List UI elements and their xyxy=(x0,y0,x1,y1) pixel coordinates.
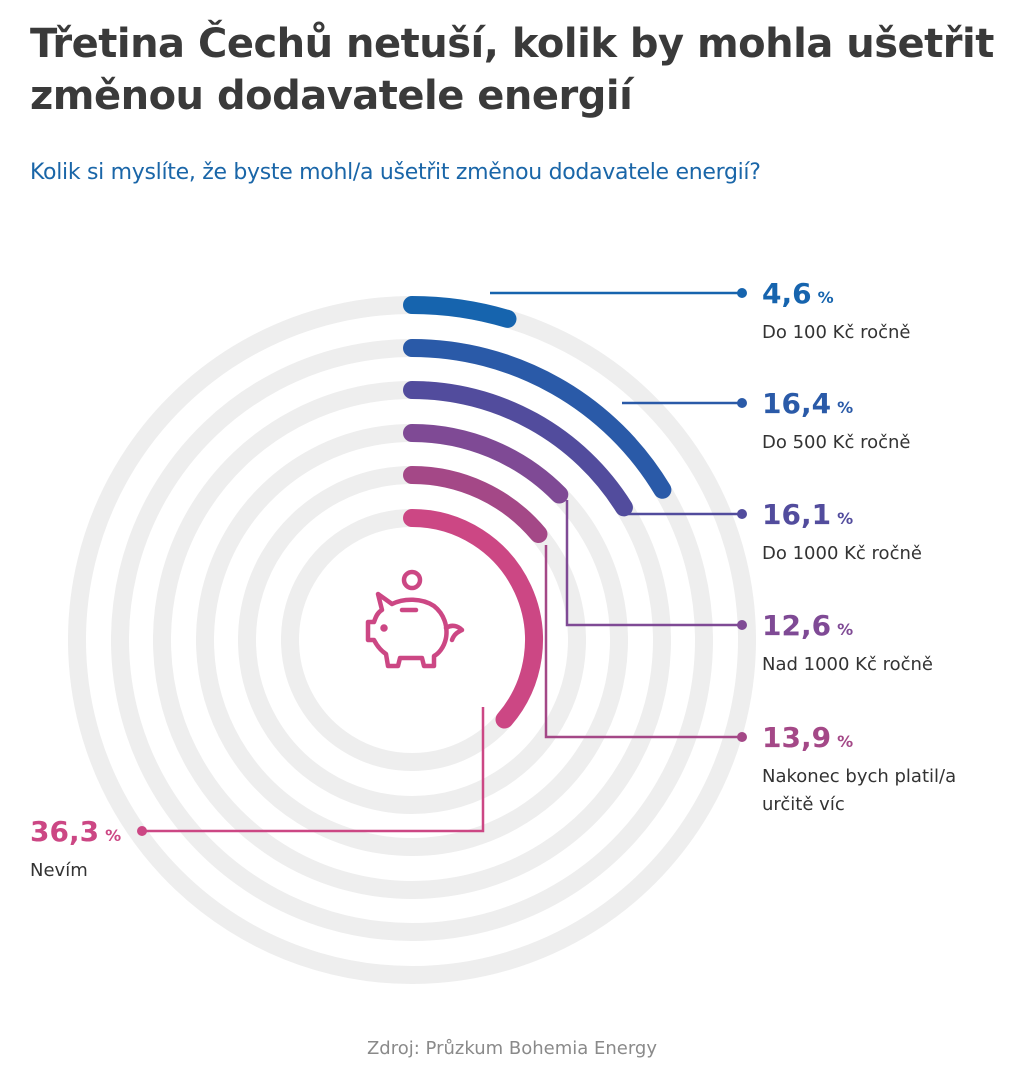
leader-dot-4 xyxy=(737,620,747,630)
leader-dot-1 xyxy=(737,288,747,298)
value-label: 36,3% xyxy=(30,815,121,848)
leader-line-4 xyxy=(565,500,742,627)
bar-1 xyxy=(403,296,517,328)
track-ring-1 xyxy=(68,296,756,984)
piggy-bank-icon xyxy=(365,569,465,669)
track-ring-4 xyxy=(196,424,628,856)
source-note: Zdroj: Průzkum Bohemia Energy xyxy=(366,1038,658,1059)
chart-subtitle: Kolik si myslíte, že byste mohl/a ušetři… xyxy=(30,160,761,185)
page-title: Třetina Čechů netuší, kolik by mohla uše… xyxy=(30,21,994,119)
data-label-5: 13,9 % Nakonec bych platil/a určitě víc xyxy=(762,721,956,815)
category-label: Do 1000 Kč ročně xyxy=(762,543,922,564)
leader-line-6 xyxy=(142,707,485,833)
data-label-2: 16,4 % Do 500 Kč ročně xyxy=(762,387,911,453)
value-label: 13,9% xyxy=(762,721,853,754)
track-ring-5 xyxy=(238,466,586,814)
bar-3 xyxy=(403,381,633,517)
value-label: 16,1% xyxy=(762,498,853,531)
category-label: Nad 1000 Kč ročně xyxy=(762,654,933,675)
data-label-4: 12,6 % Nad 1000 Kč ročně xyxy=(762,609,933,675)
percent-sign: % xyxy=(837,398,853,417)
bar-5 xyxy=(403,466,548,544)
percent-sign: % xyxy=(837,732,853,751)
category-label: určitě víc xyxy=(762,794,845,815)
leader-dot-2 xyxy=(737,398,747,408)
percent-sign: % xyxy=(837,620,853,639)
data-label-3: 16,1 % Do 1000 Kč ročně xyxy=(762,498,922,564)
percent-sign: % xyxy=(818,288,834,307)
bar-6 xyxy=(403,509,543,729)
data-label-6: 36,3 % Nevím xyxy=(30,815,121,881)
value-label: 4,6% xyxy=(762,277,834,310)
percent-sign: % xyxy=(837,509,853,528)
category-label: Do 100 Kč ročně xyxy=(762,322,911,343)
category-label: Nevím xyxy=(30,860,88,881)
leader-line-5 xyxy=(544,545,742,739)
percent-sign: % xyxy=(105,826,121,845)
leader-dot-6 xyxy=(137,826,147,836)
data-label-1: 4,6 % Do 100 Kč ročně xyxy=(762,277,911,343)
category-label: Nakonec bych platil/a xyxy=(762,766,956,787)
value-label: 12,6% xyxy=(762,609,853,642)
leader-dot-3 xyxy=(737,509,747,519)
bar-2 xyxy=(403,339,672,499)
value-label: 16,4% xyxy=(762,387,853,420)
bar-4 xyxy=(403,424,569,504)
category-label: Do 500 Kč ročně xyxy=(762,432,911,453)
leader-dot-5 xyxy=(737,732,747,742)
